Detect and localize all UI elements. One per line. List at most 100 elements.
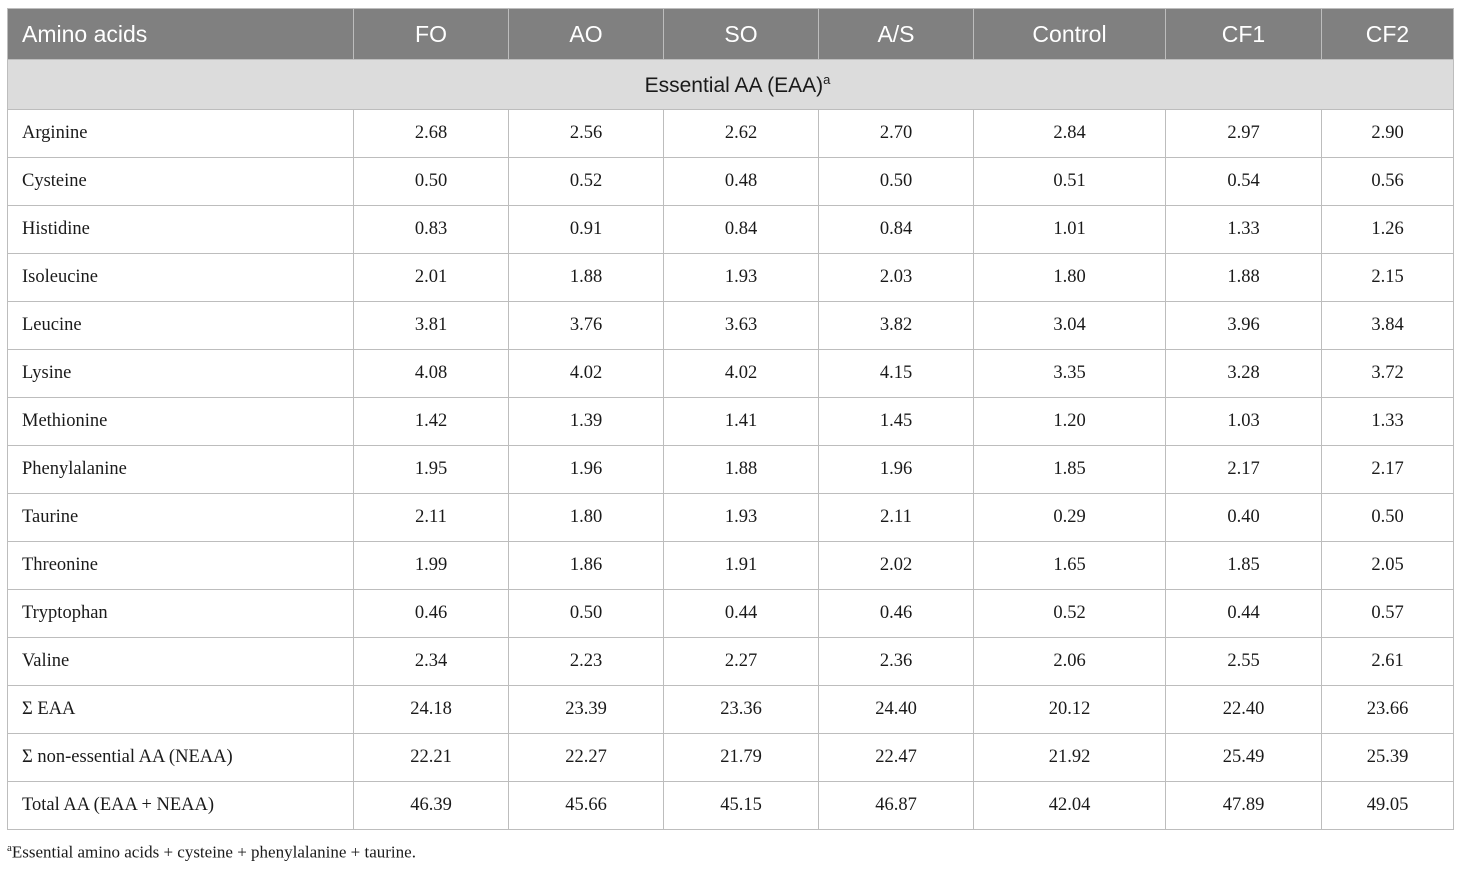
table-row: Cysteine 0.50 0.52 0.48 0.50 0.51 0.54 0.56 [7,157,1454,206]
row-label: Isoleucine [7,253,354,302]
column-header: AO [508,8,664,60]
row-label: Lysine [7,349,354,398]
value-cell: 24.18 [353,685,509,734]
value-cell: 2.02 [818,541,974,590]
value-cell: 4.02 [663,349,819,398]
table-header: Amino acids FO AO SO A/S Control CF1 CF2 [7,8,1454,60]
value-cell: 1.01 [973,205,1166,254]
value-cell: 22.21 [353,733,509,782]
value-cell: 20.12 [973,685,1166,734]
section-label-cell: Essential AA (EAA)a [7,59,1454,110]
row-label: Valine [7,637,354,686]
value-cell: 1.26 [1321,205,1454,254]
value-cell: 42.04 [973,781,1166,830]
value-cell: 47.89 [1165,781,1322,830]
value-cell: 0.50 [1321,493,1454,542]
value-cell: 46.39 [353,781,509,830]
value-cell: 2.70 [818,109,974,158]
value-cell: 0.91 [508,205,664,254]
value-cell: 1.96 [508,445,664,494]
row-label: Σ non-essential AA (NEAA) [7,733,354,782]
row-label: Threonine [7,541,354,590]
value-cell: 1.88 [663,445,819,494]
value-cell: 2.17 [1165,445,1322,494]
value-cell: 0.50 [353,157,509,206]
footnote-marker: a [7,842,12,854]
value-cell: 1.45 [818,397,974,446]
table-row: Tryptophan 0.46 0.50 0.44 0.46 0.52 0.44 0.57 [7,589,1454,638]
value-cell: 1.93 [663,253,819,302]
value-cell: 2.06 [973,637,1166,686]
value-cell: 2.27 [663,637,819,686]
value-cell: 2.84 [973,109,1166,158]
value-cell: 46.87 [818,781,974,830]
value-cell: 3.28 [1165,349,1322,398]
value-cell: 45.15 [663,781,819,830]
value-cell: 0.51 [973,157,1166,206]
column-header: FO [353,8,509,60]
value-cell: 0.50 [508,589,664,638]
table-row: Leucine 3.81 3.76 3.63 3.82 3.04 3.96 3.84 [7,301,1454,350]
table-row: Arginine 2.68 2.56 2.62 2.70 2.84 2.97 2.90 [7,109,1454,158]
value-cell: 23.36 [663,685,819,734]
value-cell: 0.56 [1321,157,1454,206]
value-cell: 2.23 [508,637,664,686]
value-cell: 2.36 [818,637,974,686]
value-cell: 1.88 [508,253,664,302]
row-label: Phenylalanine [7,445,354,494]
value-cell: 0.29 [973,493,1166,542]
value-cell: 2.61 [1321,637,1454,686]
value-cell: 1.99 [353,541,509,590]
column-header: CF1 [1165,8,1322,60]
section-row: Essential AA (EAA)a [7,59,1454,110]
value-cell: 25.49 [1165,733,1322,782]
value-cell: 1.33 [1165,205,1322,254]
value-cell: 3.81 [353,301,509,350]
section-footnote-marker: a [823,71,831,87]
row-label: Methionine [7,397,354,446]
value-cell: 3.72 [1321,349,1454,398]
table-row: Taurine 2.11 1.80 1.93 2.11 0.29 0.40 0.50 [7,493,1454,542]
value-cell: 3.82 [818,301,974,350]
amino-acid-table: Amino acids FO AO SO A/S Control CF1 CF2… [7,8,1454,830]
column-header: CF2 [1321,8,1454,60]
table-row: Methionine 1.42 1.39 1.41 1.45 1.20 1.03 1.33 [7,397,1454,446]
value-cell: 4.08 [353,349,509,398]
value-cell: 4.02 [508,349,664,398]
value-cell: 1.88 [1165,253,1322,302]
value-cell: 1.41 [663,397,819,446]
value-cell: 1.39 [508,397,664,446]
value-cell: 1.65 [973,541,1166,590]
value-cell: 22.47 [818,733,974,782]
value-cell: 2.05 [1321,541,1454,590]
value-cell: 1.96 [818,445,974,494]
value-cell: 3.04 [973,301,1166,350]
value-cell: 0.46 [353,589,509,638]
column-header: SO [663,8,819,60]
row-label: Tryptophan [7,589,354,638]
value-cell: 2.90 [1321,109,1454,158]
value-cell: 2.03 [818,253,974,302]
table-row: Phenylalanine 1.95 1.96 1.88 1.96 1.85 2.17 2.1… [7,445,1454,494]
value-cell: 0.84 [818,205,974,254]
value-cell: 1.42 [353,397,509,446]
value-cell: 0.57 [1321,589,1454,638]
value-cell: 1.93 [663,493,819,542]
value-cell: 3.35 [973,349,1166,398]
value-cell: 2.97 [1165,109,1322,158]
row-label: Arginine [7,109,354,158]
column-header: A/S [818,8,974,60]
value-cell: 24.40 [818,685,974,734]
value-cell: 0.44 [663,589,819,638]
table-footnote: aEssential amino acids + cysteine + phen… [7,842,416,863]
value-cell: 1.95 [353,445,509,494]
value-cell: 22.27 [508,733,664,782]
value-cell: 4.15 [818,349,974,398]
table-row: Σ EAA 24.18 23.39 23.36 24.40 20.12 22.40 23.66 [7,685,1454,734]
value-cell: 0.46 [818,589,974,638]
value-cell: 0.54 [1165,157,1322,206]
row-label: Taurine [7,493,354,542]
value-cell: 1.03 [1165,397,1322,446]
table-body: Essential AA (EAA)a Arginine 2.68 2.56 2.62… [7,59,1454,830]
value-cell: 1.80 [973,253,1166,302]
